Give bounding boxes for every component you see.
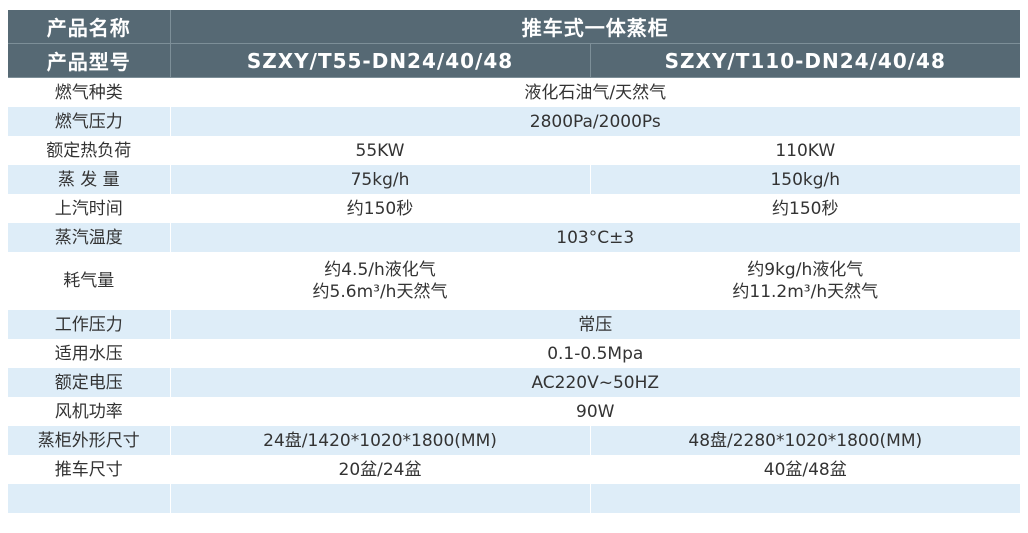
table-row: 蒸 发 量 75kg/h 150kg/h	[8, 165, 1020, 194]
row-value: 0.1-0.5Mpa	[169, 339, 1020, 368]
value-line: 约9kg/h液化气	[747, 260, 864, 280]
empty-cell	[169, 484, 590, 513]
row-label: 推车尺寸	[54, 459, 123, 480]
model-1: SZXY/T55-DN24/40/48	[169, 43, 590, 78]
row-value-1: 约150秒	[169, 194, 590, 223]
table-row: 燃气种类 液化石油气/天然气	[8, 77, 1020, 107]
value-line: 约11.2m³/h天然气	[732, 282, 879, 302]
row-value-2: 150kg/h	[589, 165, 1020, 194]
product-name-label: 产品名称	[8, 10, 170, 44]
row-label: 蒸汽温度	[8, 223, 170, 252]
row-value-1: 24盘/1420*1020*1800(MM)	[169, 426, 590, 455]
empty-row	[8, 484, 1020, 513]
row-label: 蒸 发 量	[8, 165, 170, 194]
row-value: 103°C±3	[169, 223, 1020, 252]
value-line: 约5.6m³/h天然气	[312, 282, 448, 302]
table-row: 额定电压 AC220V~50HZ	[8, 368, 1020, 397]
table-row: 风机功率 90W	[8, 397, 1020, 426]
row-value-2: 40盆/48盆	[589, 455, 1020, 484]
table-row: 推车尺寸 20盆/24盆 40盆/48盆	[8, 455, 1020, 484]
row-value: 液化石油气/天然气	[169, 77, 1020, 107]
row-value-1: 75kg/h	[169, 165, 590, 194]
row-value: 90W	[169, 397, 1020, 426]
row-label: 燃气压力	[8, 107, 170, 136]
table-row: 蒸柜外形尺寸 24盘/1420*1020*1800(MM) 48盘/2280*102…	[8, 426, 1020, 455]
row-label: 额定电压	[8, 368, 170, 397]
product-model-label: 产品型号	[8, 43, 170, 78]
row-value: 常压	[169, 310, 1020, 339]
row-label: 燃气种类	[54, 82, 123, 103]
row-value-1: 约4.5/h液化气 约5.6m³/h天然气	[169, 252, 590, 310]
product-name-row: 产品名称 推车式一体蒸柜	[8, 10, 1020, 44]
table-row: 蒸汽温度 103°C±3	[8, 223, 1020, 252]
row-value-2: 110KW	[589, 136, 1020, 165]
product-name-value: 推车式一体蒸柜	[169, 10, 1020, 44]
row-label: 风机功率	[54, 401, 123, 422]
row-value-2: 约150秒	[589, 194, 1020, 223]
spec-table: 产品名称 推车式一体蒸柜 产品型号 SZXY/T55-DN24/40/48 SZ…	[8, 10, 1020, 513]
table-row: 适用水压 0.1-0.5Mpa	[8, 339, 1020, 368]
value-line: 约4.5/h液化气	[324, 260, 436, 280]
table-row: 耗气量 约4.5/h液化气 约5.6m³/h天然气 约9kg/h液化气 约11.2m…	[8, 252, 1020, 310]
row-value-1: 20盆/24盆	[169, 455, 590, 484]
product-model-row: 产品型号 SZXY/T55-DN24/40/48 SZXY/T110-DN24/…	[8, 43, 1020, 78]
empty-cell	[8, 484, 170, 513]
row-value: AC220V~50HZ	[169, 368, 1020, 397]
table-row: 上汽时间 约150秒 约150秒	[8, 194, 1020, 223]
table-row: 额定热负荷 55KW 110KW	[8, 136, 1020, 165]
row-label: 适用水压	[54, 343, 123, 364]
row-value: 2800Pa/2000Ps	[169, 107, 1020, 136]
row-label: 蒸柜外形尺寸	[8, 426, 170, 455]
table-row: 工作压力 常压	[8, 310, 1020, 339]
empty-cell	[589, 484, 1020, 513]
row-value-2: 约9kg/h液化气 约11.2m³/h天然气	[589, 252, 1020, 310]
row-label: 上汽时间	[54, 198, 123, 219]
row-value-1: 55KW	[169, 136, 590, 165]
model-2: SZXY/T110-DN24/40/48	[589, 43, 1020, 78]
table-row: 燃气压力 2800Pa/2000Ps	[8, 107, 1020, 136]
row-label: 工作压力	[8, 310, 170, 339]
row-value-2: 48盘/2280*1020*1800(MM)	[589, 426, 1020, 455]
row-label: 额定热负荷	[46, 140, 132, 161]
row-label: 耗气量	[63, 271, 115, 291]
